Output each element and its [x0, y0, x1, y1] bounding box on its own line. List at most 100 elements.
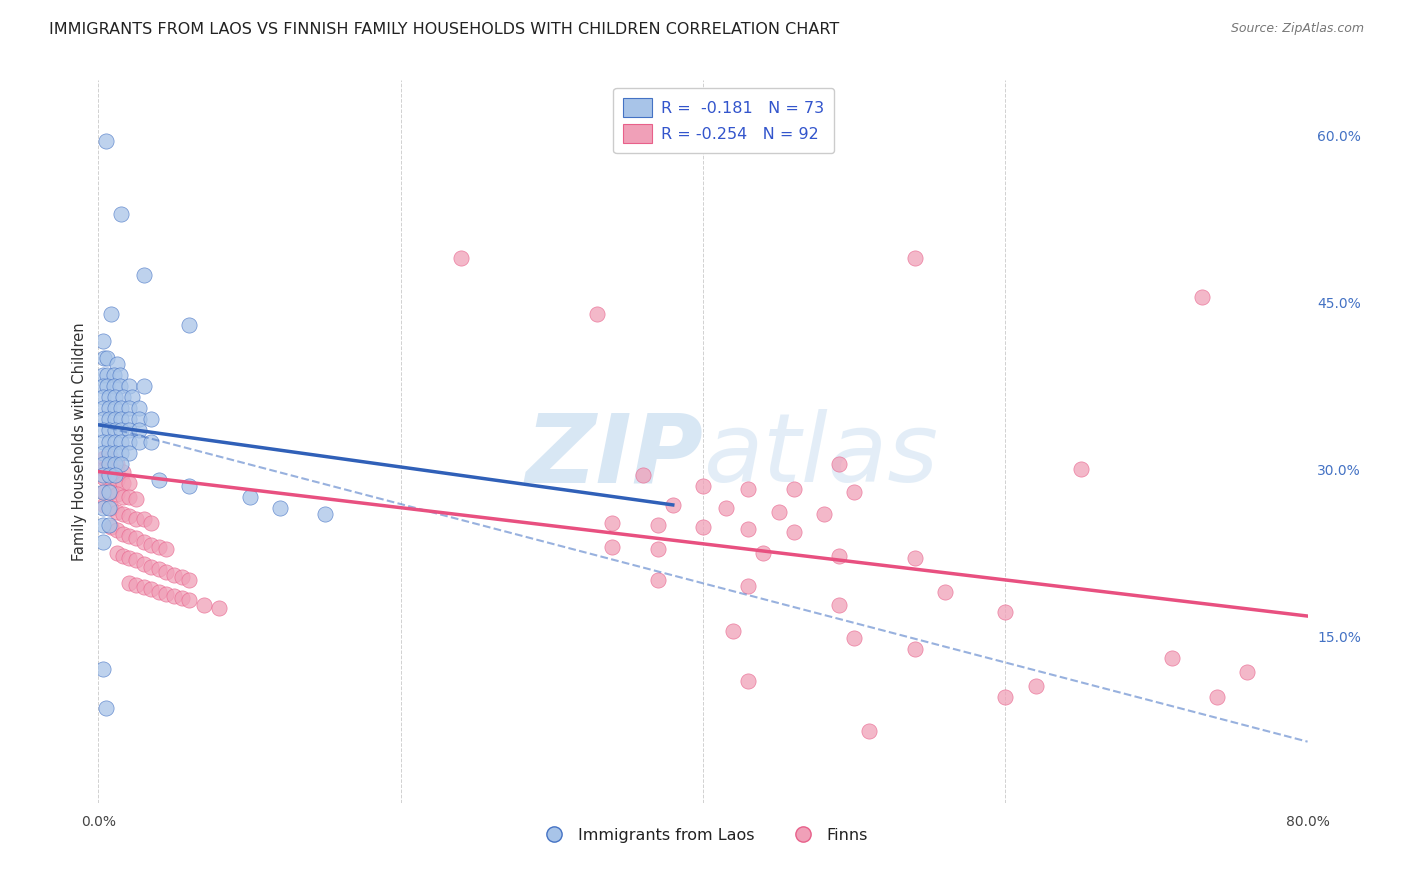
Point — [1070, 462, 1092, 476]
Point — [93, 462, 115, 476]
Point — [93, 451, 115, 466]
Point — [170, 591, 193, 606]
Point — [904, 551, 927, 566]
Point — [125, 531, 148, 545]
Point — [1024, 679, 1046, 693]
Point — [91, 534, 114, 549]
Point — [98, 445, 121, 459]
Y-axis label: Family Households with Children: Family Households with Children — [72, 322, 87, 561]
Point — [141, 412, 163, 426]
Point — [108, 368, 131, 382]
Point — [692, 479, 714, 493]
Point — [208, 601, 231, 615]
Point — [104, 401, 127, 416]
Point — [1191, 290, 1213, 304]
Point — [163, 589, 186, 603]
Point — [193, 598, 215, 612]
Point — [105, 465, 128, 479]
Point — [111, 507, 134, 521]
Point — [104, 467, 127, 482]
Point — [96, 379, 118, 393]
Point — [105, 546, 128, 560]
Point — [994, 605, 1017, 619]
Point — [91, 467, 114, 482]
Point — [96, 351, 118, 366]
Point — [661, 498, 683, 512]
Point — [132, 580, 155, 594]
Point — [141, 516, 163, 530]
Point — [858, 723, 880, 738]
Point — [141, 582, 163, 597]
Point — [118, 445, 141, 459]
Point — [934, 584, 956, 599]
Point — [100, 307, 122, 321]
Point — [111, 475, 134, 490]
Point — [98, 484, 121, 499]
Point — [141, 434, 163, 449]
Point — [118, 424, 141, 438]
Point — [98, 467, 121, 482]
Point — [783, 524, 806, 539]
Point — [103, 379, 125, 393]
Point — [111, 526, 134, 541]
Point — [121, 390, 143, 404]
Point — [104, 445, 127, 459]
Point — [737, 673, 759, 688]
Point — [904, 642, 927, 657]
Point — [93, 498, 115, 512]
Point — [110, 207, 132, 221]
Point — [148, 562, 170, 576]
Point — [98, 390, 121, 404]
Point — [118, 575, 141, 590]
Point — [100, 501, 122, 516]
Point — [103, 368, 125, 382]
Point — [118, 379, 141, 393]
Point — [132, 512, 155, 526]
Point — [125, 512, 148, 526]
Point — [737, 483, 759, 497]
Point — [110, 424, 132, 438]
Point — [100, 451, 122, 466]
Point — [844, 632, 866, 646]
Point — [91, 424, 114, 438]
Point — [100, 471, 122, 485]
Point — [91, 434, 114, 449]
Point — [239, 490, 262, 504]
Point — [904, 251, 927, 265]
Point — [783, 483, 806, 497]
Point — [91, 457, 114, 471]
Point — [813, 507, 835, 521]
Point — [105, 474, 128, 488]
Point — [108, 379, 131, 393]
Point — [723, 624, 745, 638]
Point — [111, 549, 134, 563]
Point — [98, 501, 121, 516]
Point — [104, 457, 127, 471]
Point — [828, 457, 851, 471]
Point — [179, 574, 201, 588]
Point — [104, 412, 127, 426]
Point — [768, 505, 790, 519]
Point — [91, 412, 114, 426]
Point — [128, 434, 150, 449]
Point — [98, 401, 121, 416]
Point — [844, 484, 866, 499]
Point — [269, 501, 291, 516]
Point — [100, 520, 122, 534]
Point — [737, 579, 759, 593]
Point — [93, 471, 115, 485]
Point — [91, 401, 114, 416]
Point — [125, 492, 148, 507]
Point — [141, 560, 163, 574]
Point — [105, 505, 128, 519]
Point — [148, 474, 170, 488]
Point — [1160, 651, 1182, 665]
Point — [314, 507, 336, 521]
Point — [602, 540, 624, 554]
Point — [118, 475, 141, 490]
Point — [110, 434, 132, 449]
Point — [105, 524, 128, 538]
Point — [647, 517, 669, 532]
Point — [132, 268, 155, 282]
Point — [1236, 665, 1258, 679]
